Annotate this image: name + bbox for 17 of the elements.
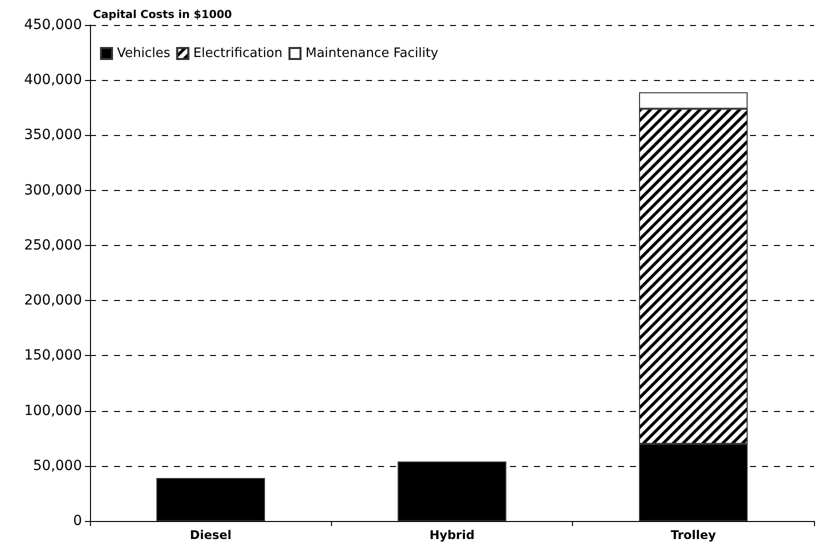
- y-tick-label: 250,000: [24, 237, 82, 254]
- x-tick-label: Diesel: [190, 528, 232, 542]
- legend-label: Electrification: [193, 46, 282, 61]
- x-tick-label: Hybrid: [429, 528, 475, 542]
- y-tick-label: 200,000: [24, 292, 82, 309]
- y-tick-label: 450,000: [24, 17, 82, 33]
- y-tick-label: 300,000: [24, 182, 82, 198]
- legend-label: Maintenance Facility: [305, 46, 439, 61]
- y-tick-label: 150,000: [24, 348, 82, 364]
- y-tick-label: 50,000: [33, 458, 82, 474]
- chart-title: Capital Costs in $1000: [93, 8, 232, 21]
- y-tick-label: 400,000: [24, 72, 82, 88]
- y-tick-label: 0: [73, 513, 82, 529]
- y-tick-label: 100,000: [24, 402, 82, 419]
- x-tick-label: Trolley: [670, 528, 716, 542]
- y-tick-label: 350,000: [24, 127, 82, 144]
- legend-label: Vehicles: [117, 46, 170, 61]
